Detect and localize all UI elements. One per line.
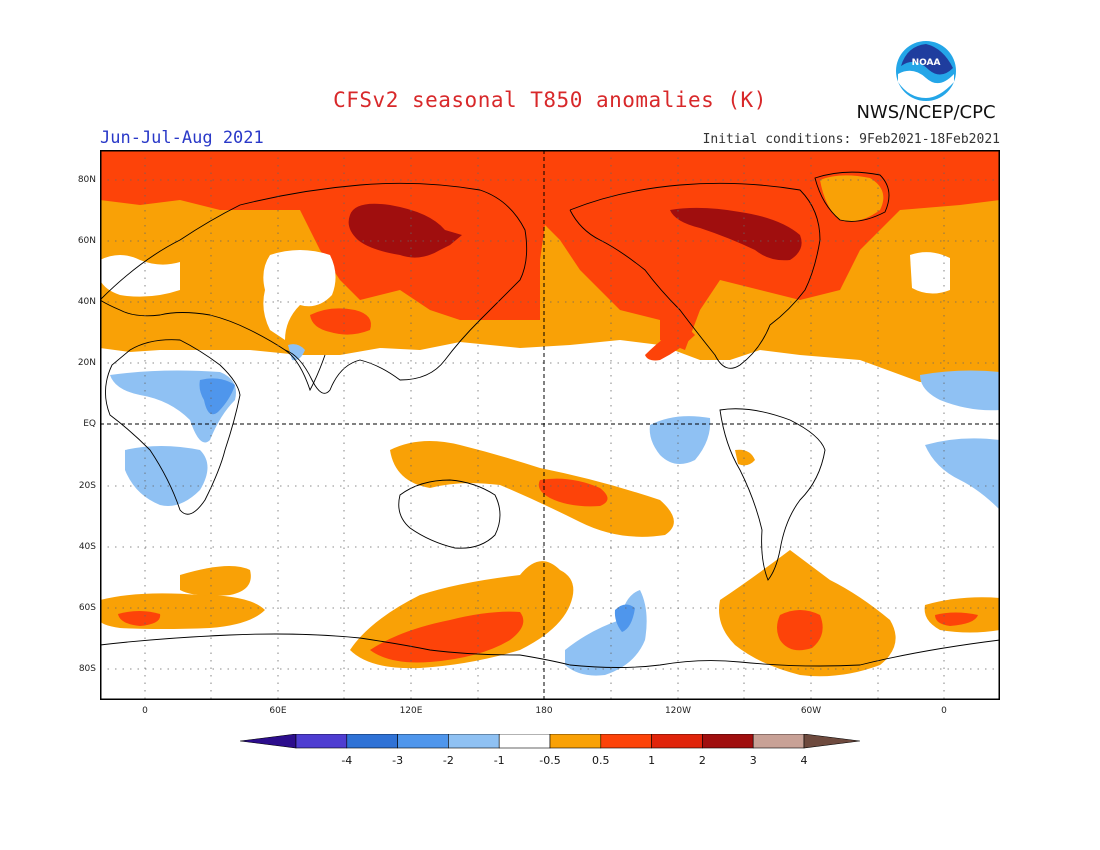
- org-label: NWS/NCEP/CPC: [856, 102, 996, 123]
- lon-label-60e: 60E: [269, 706, 287, 716]
- lat-label-20s: 20S: [78, 481, 96, 491]
- anomaly-region-indonesia-orange: [390, 441, 674, 537]
- anomaly-region-so-red-central: [370, 611, 524, 663]
- colorbar-cell: [295, 734, 348, 749]
- colorbar-cell: [549, 734, 602, 749]
- anomaly-region-pacific-red: [645, 325, 695, 361]
- lon-label-60w: 60W: [800, 706, 822, 716]
- lat-label-80n: 80N: [77, 175, 96, 185]
- colorbar: -4 -3 -2 -1 -0.5 0.5 1 2 3 4: [240, 734, 860, 767]
- coast-eurasia: [100, 182, 528, 394]
- anomaly-region-africa-blue-dark: [199, 378, 235, 415]
- colorbar-cell: [600, 734, 652, 749]
- coast-antarctica: [100, 633, 1000, 668]
- anomaly-region-so-blue-dark: [614, 604, 635, 632]
- colorbar-tick-label: 2: [699, 754, 706, 767]
- coast-north-america: [569, 182, 821, 369]
- anomaly-region-atlantic-blue: [920, 370, 1000, 411]
- colorbar-tick-label: 3: [750, 754, 757, 767]
- colorbar-tick-label: -3: [392, 754, 403, 767]
- coastlines: [100, 171, 1000, 668]
- coast-india: [284, 349, 326, 392]
- chart-title: CFSv2 seasonal T850 anomalies (K): [333, 88, 767, 112]
- colorbar-cell: [702, 734, 754, 749]
- colorbar-tick-label: -4: [341, 754, 352, 767]
- anomaly-region-sa-orange: [735, 449, 755, 466]
- season-label: Jun-Jul-Aug 2021: [100, 128, 264, 148]
- colorbar-extend-high: [803, 734, 860, 749]
- lat-label-60s: 60S: [78, 603, 96, 613]
- colorbar-tick-label: 4: [801, 754, 808, 767]
- anomaly-region-greenland: [820, 175, 884, 222]
- coast-australia: [398, 479, 501, 549]
- colorbar-cell: [651, 734, 703, 749]
- lat-label-eq: EQ: [83, 419, 96, 429]
- coast-greenland: [814, 171, 890, 222]
- anomaly-region-spacific-red: [538, 478, 608, 507]
- lon-label-120e: 120E: [399, 706, 423, 716]
- colorbar-extend-low: [240, 734, 297, 749]
- lat-label-40s: 40S: [78, 542, 96, 552]
- anomaly-region-canada-dark: [670, 207, 802, 261]
- anomaly-region-nh-red: [100, 150, 1000, 350]
- colorbar-cell: [397, 734, 449, 749]
- colorbar-tick-label: 1: [648, 754, 655, 767]
- colorbar-tick-label: 0.5: [592, 754, 610, 767]
- colorbar-tick-label: -2: [443, 754, 454, 767]
- colorbar-cell: [498, 734, 551, 749]
- anomaly-gap-atlantic: [910, 252, 950, 294]
- anomaly-region-so-orange-west-2: [180, 566, 251, 596]
- lon-label-0-east: 0: [941, 706, 947, 716]
- lat-label-40n: 40N: [77, 297, 96, 307]
- anomaly-region-southern-africa-blue: [125, 446, 208, 506]
- anomaly-gap-europe: [100, 255, 180, 297]
- gridlines: [100, 150, 1000, 700]
- colorbar-cell: [346, 734, 398, 749]
- lon-label-120w: 120W: [664, 706, 692, 716]
- lat-label-60n: 60N: [77, 236, 96, 246]
- colorbar-cell: [448, 734, 500, 749]
- lat-label-80s: 80S: [78, 664, 96, 674]
- colorbar-tick-label: -0.5: [539, 754, 560, 767]
- lon-label-180: 180: [535, 706, 553, 716]
- anomaly-region-pacific-blue: [649, 416, 711, 464]
- logo-text: NOAA: [912, 58, 941, 68]
- anomaly-region-siberia-dark: [348, 203, 462, 258]
- anomaly-region-asia-red: [310, 308, 371, 335]
- anomaly-region-satl-blue: [925, 438, 1000, 510]
- initial-conditions-label: Initial conditions: 9Feb2021-18Feb2021: [702, 132, 1000, 147]
- coast-africa: [105, 339, 241, 515]
- coast-south-america: [719, 408, 826, 581]
- lat-label-20n: 20N: [77, 358, 96, 368]
- lon-label-0-west: 0: [142, 706, 148, 716]
- anomaly-map: [100, 150, 1000, 700]
- noaa-logo: NOAA: [896, 41, 956, 101]
- anomaly-gap-central-asia: [263, 250, 336, 340]
- colorbar-tick-label: -1: [494, 754, 505, 767]
- map-frame: [100, 150, 1000, 700]
- anomaly-region-so-red-far-east: [935, 612, 978, 626]
- anomaly-region-so-red-east: [777, 610, 823, 651]
- anomaly-region-so-red-west: [118, 611, 161, 626]
- colorbar-cell: [752, 734, 805, 749]
